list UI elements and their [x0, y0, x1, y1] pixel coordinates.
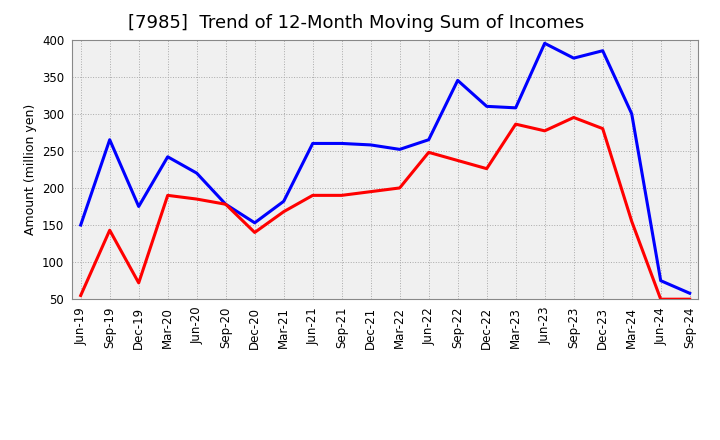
Ordinary Income — [685, 291, 694, 296]
Net Income — [627, 219, 636, 224]
Net Income — [163, 193, 172, 198]
Ordinary Income — [135, 204, 143, 209]
Ordinary Income — [454, 78, 462, 83]
Ordinary Income — [366, 142, 375, 147]
Line: Net Income: Net Income — [81, 117, 690, 299]
Net Income — [454, 158, 462, 163]
Net Income — [76, 293, 85, 298]
Ordinary Income — [76, 222, 85, 227]
Ordinary Income — [221, 202, 230, 207]
Net Income — [279, 209, 288, 214]
Net Income — [135, 280, 143, 286]
Ordinary Income — [627, 111, 636, 117]
Ordinary Income — [105, 137, 114, 143]
Text: [7985]  Trend of 12-Month Moving Sum of Incomes: [7985] Trend of 12-Month Moving Sum of I… — [128, 15, 585, 33]
Ordinary Income — [482, 104, 491, 109]
Ordinary Income — [192, 170, 201, 176]
Net Income — [395, 185, 404, 191]
Net Income — [541, 128, 549, 133]
Net Income — [251, 230, 259, 235]
Net Income — [511, 121, 520, 127]
Net Income — [338, 193, 346, 198]
Net Income — [685, 297, 694, 302]
Ordinary Income — [424, 137, 433, 143]
Ordinary Income — [598, 48, 607, 53]
Net Income — [570, 115, 578, 120]
Ordinary Income — [251, 220, 259, 225]
Net Income — [221, 202, 230, 207]
Net Income — [366, 189, 375, 194]
Net Income — [192, 196, 201, 202]
Net Income — [308, 193, 317, 198]
Ordinary Income — [541, 40, 549, 46]
Ordinary Income — [570, 55, 578, 61]
Net Income — [105, 227, 114, 233]
Ordinary Income — [511, 105, 520, 110]
Ordinary Income — [657, 278, 665, 283]
Y-axis label: Amount (million yen): Amount (million yen) — [24, 104, 37, 235]
Net Income — [482, 166, 491, 171]
Line: Ordinary Income: Ordinary Income — [81, 43, 690, 293]
Ordinary Income — [395, 147, 404, 152]
Ordinary Income — [163, 154, 172, 159]
Ordinary Income — [338, 141, 346, 146]
Ordinary Income — [308, 141, 317, 146]
Net Income — [424, 150, 433, 155]
Net Income — [657, 297, 665, 302]
Net Income — [598, 126, 607, 131]
Ordinary Income — [279, 198, 288, 204]
